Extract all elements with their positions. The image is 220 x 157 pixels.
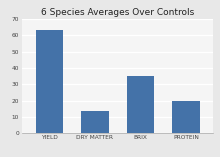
Title: 6 Species Averages Over Controls: 6 Species Averages Over Controls — [41, 8, 194, 17]
Bar — [81, 111, 109, 133]
Bar — [127, 76, 154, 133]
Bar — [36, 30, 63, 133]
Bar — [172, 101, 200, 133]
